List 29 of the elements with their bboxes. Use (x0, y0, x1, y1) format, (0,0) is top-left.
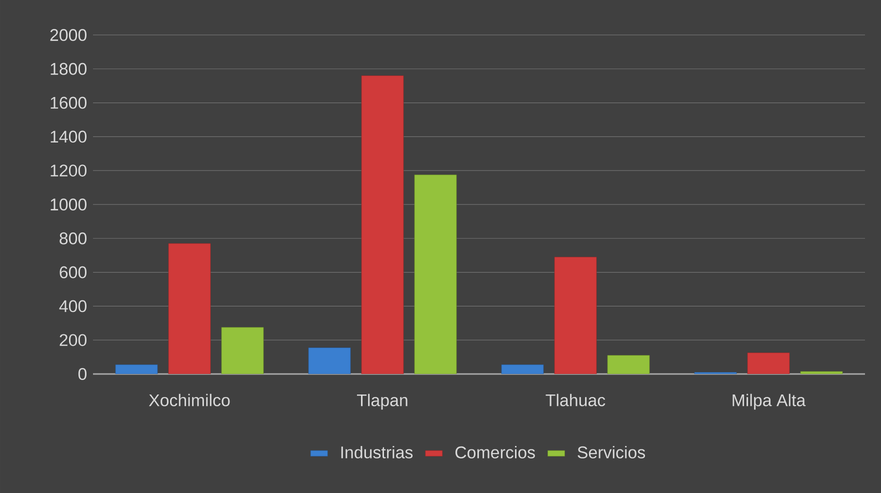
x-tick-label: Xochimilco (148, 394, 230, 406)
bar (501, 364, 544, 374)
y-tick-label: 1600 (50, 96, 87, 109)
y-tick-label: 2000 (50, 28, 87, 41)
bar (361, 75, 404, 374)
legend-label: Servicios (578, 446, 646, 458)
y-tick-label: 1400 (50, 130, 87, 143)
y-tick-label: 600 (60, 266, 87, 278)
bar (554, 256, 597, 374)
y-tick-label: 400 (59, 300, 87, 312)
bar (414, 174, 457, 374)
bar (308, 348, 351, 374)
y-tick-label: 0 (78, 368, 87, 380)
bar (221, 327, 264, 374)
bar (747, 352, 790, 374)
x-tick-label: Tlapan (356, 394, 408, 410)
legend-label: Comercios (455, 446, 535, 458)
x-tick-label: Milpa Alta (732, 394, 806, 410)
y-tick-label: 200 (60, 334, 87, 346)
bar (168, 243, 211, 374)
y-tick-label: 1000 (50, 198, 87, 210)
bar (800, 371, 843, 374)
legend-label: Industrias (341, 446, 413, 458)
bar (607, 355, 650, 374)
y-tick-label: 1800 (50, 62, 87, 75)
bar (115, 364, 158, 374)
x-tick-label: Tlahuac (546, 394, 606, 406)
y-tick-label: 800 (60, 232, 87, 244)
y-tick-label: 1200 (50, 164, 87, 177)
